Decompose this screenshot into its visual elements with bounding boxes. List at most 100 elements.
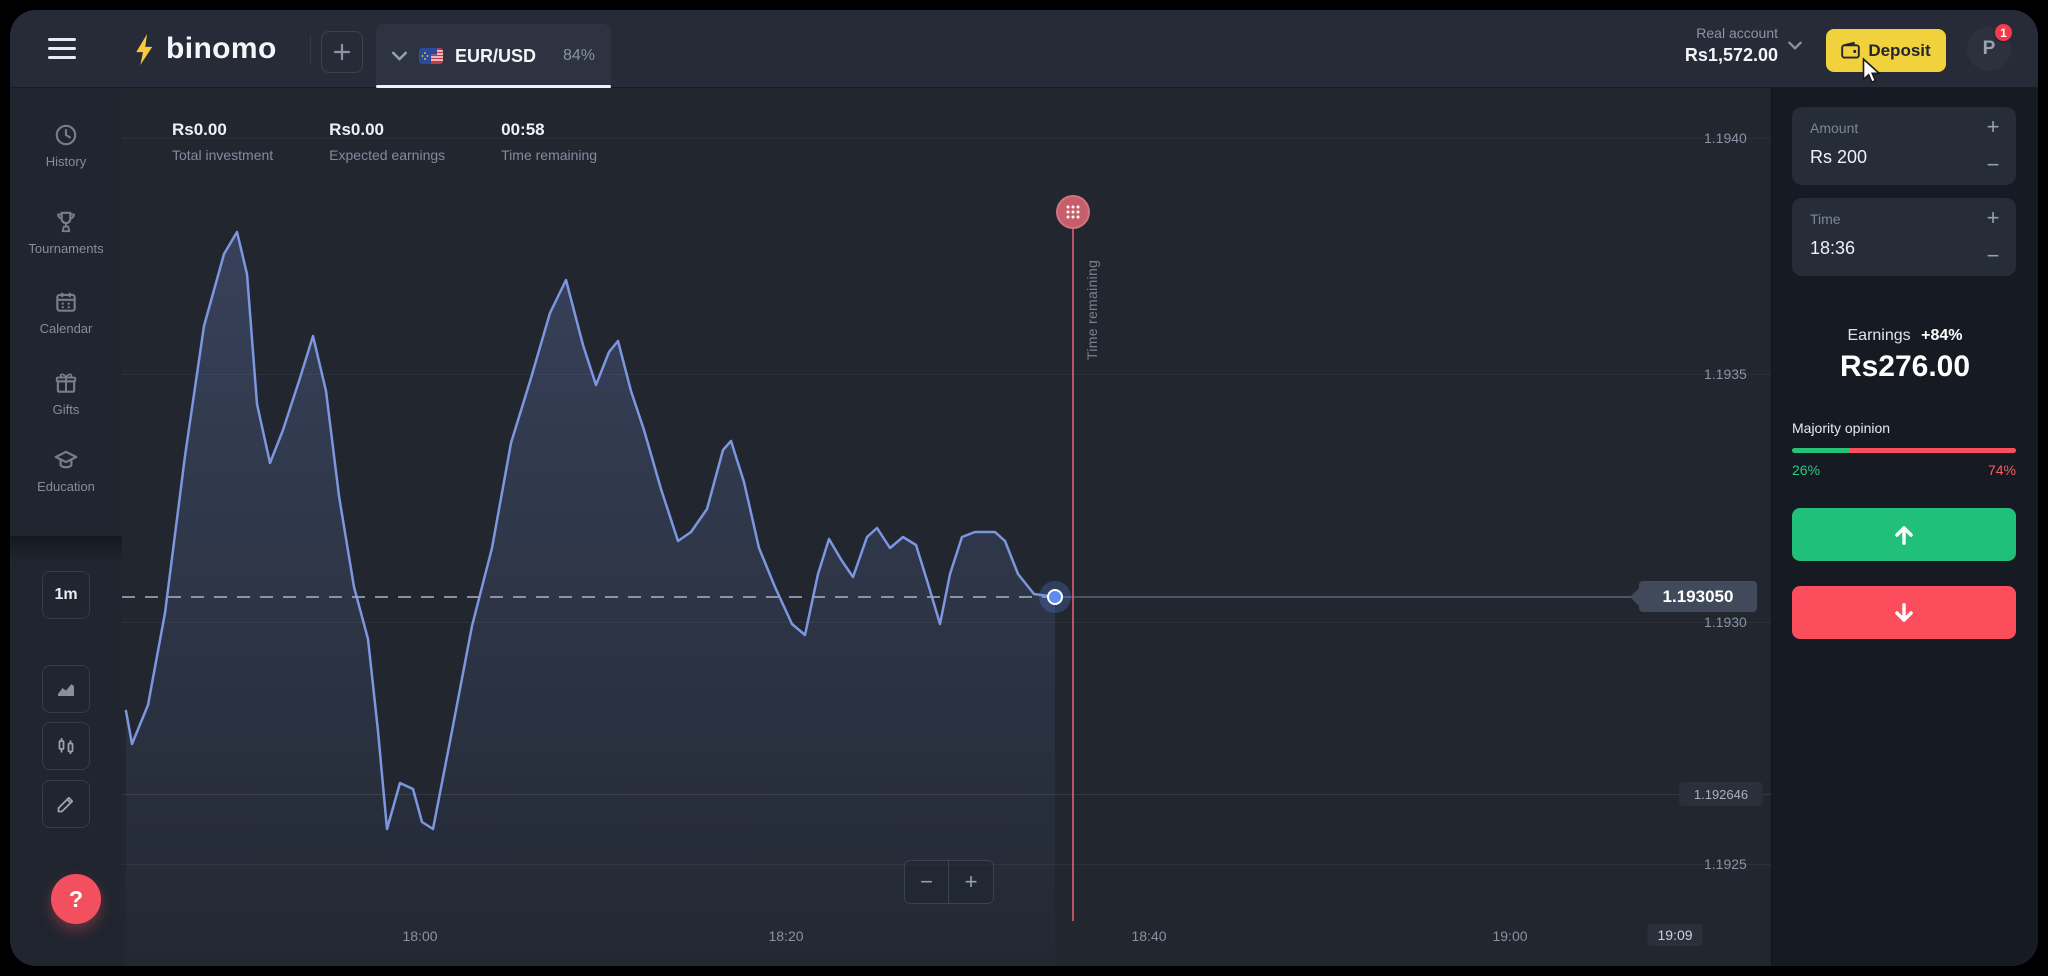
gift-icon bbox=[55, 373, 77, 393]
time-decrease-button[interactable]: − bbox=[1978, 241, 2008, 271]
majority-opinion-label: Majority opinion bbox=[1792, 420, 1891, 436]
current-price-dashed-line bbox=[122, 596, 1055, 598]
notification-badge: 1 bbox=[1993, 22, 2014, 43]
sidebar-item-tournaments[interactable]: Tournaments bbox=[10, 209, 122, 256]
sidebar-item-label: Education bbox=[37, 479, 95, 494]
period-low-tag: 1.192646 bbox=[1679, 782, 1763, 806]
arrow-up-icon bbox=[1895, 525, 1913, 545]
current-price-tag: 1.193050 bbox=[1639, 581, 1757, 612]
account-balance: Rs1,572.00 bbox=[1684, 45, 1778, 65]
asset-pair-label: EUR/USD bbox=[455, 45, 537, 66]
trophy-icon bbox=[57, 211, 75, 233]
y-axis-label: 1.1930 bbox=[1704, 614, 1747, 630]
stat-time-remaining: 00:58 Time remaining bbox=[501, 120, 598, 163]
help-button[interactable]: ? bbox=[51, 874, 101, 924]
majority-up-bar bbox=[1792, 448, 1851, 453]
pencil-icon bbox=[57, 796, 74, 813]
account-selector[interactable]: Real account Rs1,572.00 bbox=[1685, 25, 1802, 66]
zoom-out-button[interactable]: − bbox=[905, 861, 949, 903]
current-price-dot bbox=[1047, 589, 1063, 605]
logo-bolt-icon bbox=[136, 33, 153, 65]
sidebar-item-history[interactable]: History bbox=[10, 122, 122, 169]
current-time-tag: 19:09 bbox=[1647, 924, 1703, 946]
topbar: binomo bbox=[10, 10, 2038, 88]
sidebar-item-education[interactable]: Education bbox=[10, 447, 122, 494]
time-label: Time bbox=[1810, 211, 1841, 227]
chevron-down-icon bbox=[1788, 41, 1802, 50]
zoom-in-button[interactable]: + bbox=[949, 861, 993, 903]
stat-expected-earnings: Rs0.00 Expected earnings bbox=[329, 120, 446, 163]
asset-tab[interactable]: EUR/USD 84% bbox=[376, 24, 611, 88]
x-axis-label: 18:20 bbox=[768, 928, 804, 944]
price-area-path bbox=[126, 232, 1055, 966]
sidebar-item-label: History bbox=[45, 154, 87, 169]
current-price-line bbox=[1055, 596, 1639, 598]
y-axis-label: 1.1925 bbox=[1704, 856, 1747, 872]
sidebar-item-label: Gifts bbox=[52, 402, 80, 417]
amount-field[interactable]: Amount Rs 200 + − bbox=[1792, 107, 2016, 185]
x-axis-label: 18:00 bbox=[402, 928, 438, 944]
area-chart-icon bbox=[58, 684, 74, 696]
calendar-icon bbox=[56, 292, 76, 312]
timeframe-button[interactable]: 1m bbox=[42, 571, 90, 619]
majority-down-percent: 74% bbox=[1987, 462, 2016, 478]
majority-up-percent: 26% bbox=[1792, 462, 1821, 478]
checkered-dots-icon bbox=[1066, 205, 1080, 219]
majority-opinion-bar bbox=[1792, 448, 2016, 453]
sidebar-item-label: Tournaments bbox=[28, 241, 104, 256]
earnings-line: Earnings +84% bbox=[1772, 327, 2038, 345]
menu-button[interactable] bbox=[48, 38, 76, 59]
trade-down-button[interactable] bbox=[1792, 586, 2016, 639]
time-field[interactable]: Time 18:36 + − bbox=[1792, 198, 2016, 276]
x-axis-label: 19:00 bbox=[1492, 928, 1528, 944]
price-chart-svg bbox=[124, 230, 1057, 966]
sidebar-tools-shadow bbox=[10, 536, 122, 562]
eurusd-flag-icon bbox=[419, 48, 443, 64]
indicators-icon bbox=[58, 738, 74, 754]
avatar[interactable]: P 1 bbox=[1967, 22, 2014, 71]
gridline bbox=[122, 374, 1771, 375]
logo: binomo bbox=[132, 30, 277, 68]
time-remaining-axis-label: Time remaining bbox=[1084, 259, 1100, 361]
amount-increase-button[interactable]: + bbox=[1978, 112, 2008, 142]
add-asset-button[interactable] bbox=[321, 31, 363, 73]
sidebar-item-label: Calendar bbox=[39, 321, 93, 336]
zoom-controls: − + bbox=[904, 860, 994, 904]
chevron-down-icon bbox=[392, 51, 407, 61]
topbar-divider bbox=[310, 34, 311, 64]
account-type-label: Real account bbox=[1696, 25, 1778, 41]
amount-decrease-button[interactable]: − bbox=[1978, 150, 2008, 180]
earnings-percent: +84% bbox=[1921, 327, 1963, 344]
purchase-deadline-line bbox=[1072, 200, 1074, 921]
amount-label: Amount bbox=[1810, 120, 1859, 136]
time-increase-button[interactable]: + bbox=[1978, 203, 2008, 233]
asset-payout-label: 84% bbox=[562, 47, 595, 64]
graduation-cap-icon bbox=[54, 450, 78, 469]
trade-up-button[interactable] bbox=[1792, 508, 2016, 561]
logo-text: binomo bbox=[166, 32, 277, 65]
y-axis-label: 1.1935 bbox=[1704, 366, 1747, 382]
deposit-label: Deposit bbox=[1868, 40, 1931, 60]
y-axis-label: 1.1940 bbox=[1704, 130, 1747, 146]
wallet-icon bbox=[1841, 42, 1861, 59]
arrow-down-icon bbox=[1895, 602, 1913, 622]
deposit-button[interactable]: Deposit bbox=[1826, 29, 1946, 72]
plus-icon bbox=[333, 43, 351, 61]
chart-area[interactable]: Rs0.00 Total investment Rs0.00 Expected … bbox=[122, 88, 1771, 966]
trade-panel: Amount Rs 200 + − Time 18:36 + − Earning… bbox=[1771, 88, 2038, 966]
drawing-tools-button[interactable] bbox=[42, 780, 90, 828]
earnings-value: Rs276.00 bbox=[1839, 350, 1971, 383]
majority-down-bar bbox=[1850, 448, 2016, 453]
chart-type-button[interactable] bbox=[42, 665, 90, 713]
indicators-button[interactable] bbox=[42, 722, 90, 770]
amount-value: Rs 200 bbox=[1810, 147, 1868, 167]
sidebar-item-gifts[interactable]: Gifts bbox=[10, 370, 122, 417]
gridline bbox=[122, 138, 1771, 139]
majority-percents: 26% 74% bbox=[1792, 462, 2016, 478]
chart-stats: Rs0.00 Total investment Rs0.00 Expected … bbox=[172, 120, 597, 163]
stat-total-investment: Rs0.00 Total investment bbox=[172, 120, 274, 163]
sidebar-item-calendar[interactable]: Calendar bbox=[10, 289, 122, 336]
price-line-path bbox=[124, 230, 1057, 831]
app-window: binomo bbox=[10, 10, 2038, 966]
